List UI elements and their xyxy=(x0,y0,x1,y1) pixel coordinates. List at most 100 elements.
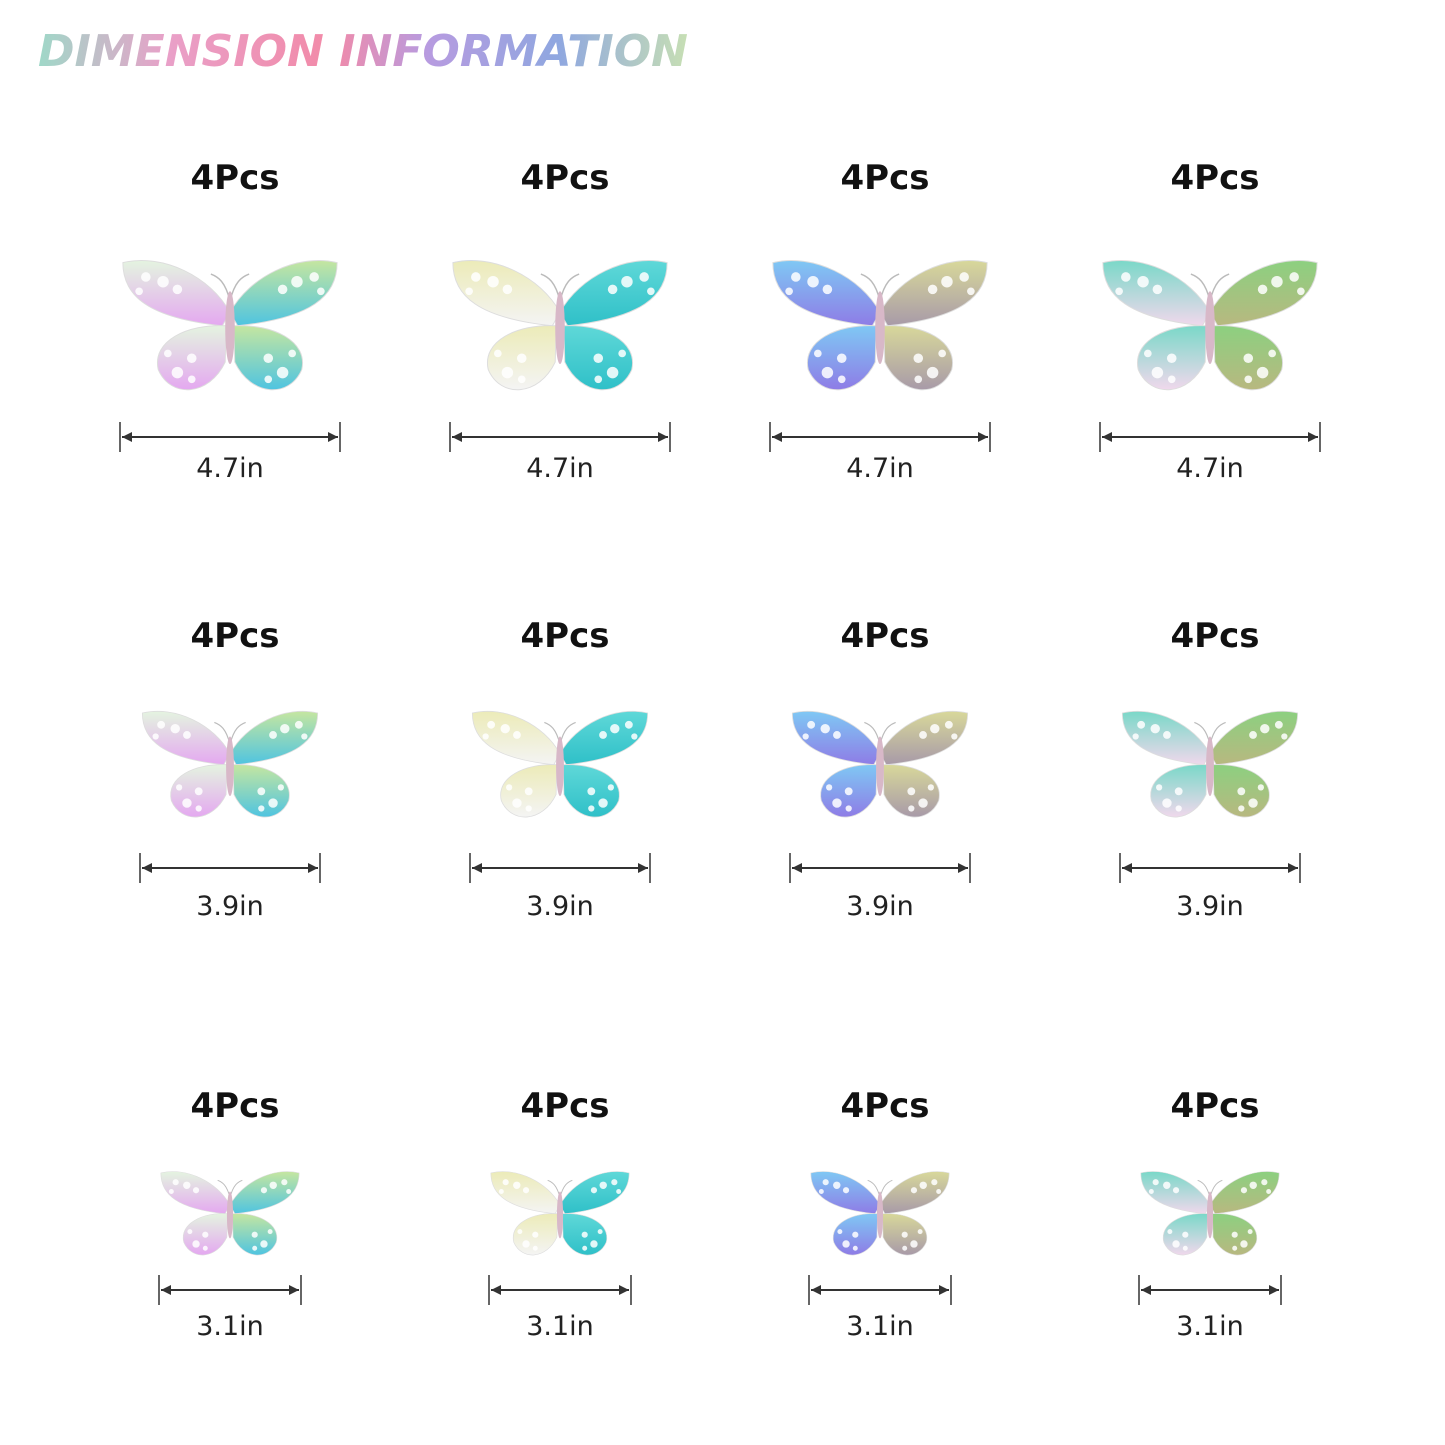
wing-hole xyxy=(938,349,946,358)
wing-hole xyxy=(611,1179,618,1186)
wing-hole xyxy=(832,798,842,808)
wing-hole xyxy=(487,720,496,729)
piece-count: 4Pcs xyxy=(521,1086,610,1126)
butterfly xyxy=(141,710,319,818)
wing-hole xyxy=(1271,276,1283,288)
wing-hole xyxy=(291,276,303,288)
wing-hole xyxy=(588,805,595,812)
wing-hole xyxy=(919,1181,927,1190)
wing-hole xyxy=(914,375,923,384)
wing-hole xyxy=(607,784,614,791)
body xyxy=(555,291,565,364)
wing-hole xyxy=(176,784,183,791)
wing-hole xyxy=(587,787,596,796)
wing-hole xyxy=(1163,1181,1171,1190)
wing xyxy=(471,710,561,818)
wing-hole xyxy=(183,1181,191,1190)
wing-hole xyxy=(1244,375,1253,384)
wing-hole xyxy=(1175,805,1182,812)
wing-hole xyxy=(267,1229,273,1235)
wing-hole xyxy=(257,787,266,796)
butterfly xyxy=(490,1171,630,1256)
wing-hole xyxy=(168,1189,174,1194)
wing xyxy=(160,1171,231,1256)
wing xyxy=(490,1171,561,1256)
wing-hole xyxy=(927,784,934,791)
piece-count: 4Pcs xyxy=(1171,1086,1260,1126)
wing-hole xyxy=(1172,1240,1180,1248)
butterfly xyxy=(452,260,668,391)
arrow-head xyxy=(772,432,782,442)
wing-hole xyxy=(522,1240,530,1248)
wing-hole xyxy=(182,798,192,808)
wing-hole xyxy=(1152,284,1163,295)
piece-count: 4Pcs xyxy=(841,1086,930,1126)
wing-hole xyxy=(172,1179,179,1186)
wing xyxy=(810,1171,881,1256)
wing-hole xyxy=(836,353,847,364)
wing-hole xyxy=(1240,1240,1248,1248)
arrow-head xyxy=(289,1285,299,1295)
wing-hole xyxy=(1238,805,1245,812)
wing-hole xyxy=(487,276,499,288)
wing-hole xyxy=(502,1179,509,1186)
wing-hole xyxy=(919,731,927,739)
wing-hole xyxy=(251,1231,258,1238)
wing-hole xyxy=(183,731,191,739)
wing-hole xyxy=(926,366,939,379)
wing-hole xyxy=(599,731,607,739)
piece-count: 4Pcs xyxy=(1171,158,1260,198)
arrow-head xyxy=(638,863,648,873)
size-label: 4.7in xyxy=(846,453,914,484)
wing-hole xyxy=(807,276,819,288)
arrow-head xyxy=(958,863,968,873)
wing-hole xyxy=(822,284,833,295)
arrow-head xyxy=(1102,432,1112,442)
body xyxy=(226,1191,234,1239)
arrow-head xyxy=(1141,1285,1151,1295)
wing xyxy=(791,710,881,818)
wing-hole xyxy=(170,724,180,734)
wing-hole xyxy=(498,1189,504,1194)
wing-hole xyxy=(163,349,172,358)
wing-hole xyxy=(516,353,527,364)
wing-hole xyxy=(833,731,841,739)
arrow-head xyxy=(328,432,338,442)
size-label: 3.1in xyxy=(846,1311,914,1342)
wing-hole xyxy=(845,805,852,812)
wing-hole xyxy=(252,1245,258,1251)
wing-hole xyxy=(1256,366,1269,379)
wing-hole xyxy=(807,720,816,729)
wing-hole xyxy=(814,349,822,358)
body xyxy=(1206,1191,1214,1239)
wing-hole xyxy=(833,1181,841,1190)
wing-hole xyxy=(517,1229,523,1235)
wing-hole xyxy=(907,787,916,796)
arrow-head xyxy=(658,432,668,442)
wing-hole xyxy=(513,1181,521,1190)
wing-hole xyxy=(157,720,166,729)
piece-count: 4Pcs xyxy=(521,158,610,198)
body xyxy=(875,291,885,364)
wing-hole xyxy=(1266,1189,1272,1194)
wing xyxy=(879,1171,950,1256)
wing xyxy=(1121,710,1211,818)
wing-hole xyxy=(631,733,638,740)
wing xyxy=(1140,1171,1211,1256)
wing-hole xyxy=(195,805,202,812)
wing-hole xyxy=(785,287,793,296)
wing xyxy=(879,260,988,391)
wing-hole xyxy=(501,366,514,379)
arrow-head xyxy=(472,863,482,873)
wing-hole xyxy=(842,1240,850,1248)
wing-hole xyxy=(842,1187,850,1194)
wing-hole xyxy=(837,375,846,384)
title: DIMENSION INFORMATION xyxy=(38,26,688,77)
wing-hole xyxy=(171,366,184,379)
wing-hole xyxy=(152,733,159,740)
size-label: 3.9in xyxy=(1176,891,1244,922)
wing-hole xyxy=(482,733,489,740)
wing-hole xyxy=(524,787,533,796)
wing-hole xyxy=(1281,733,1288,740)
wing-hole xyxy=(639,272,649,282)
